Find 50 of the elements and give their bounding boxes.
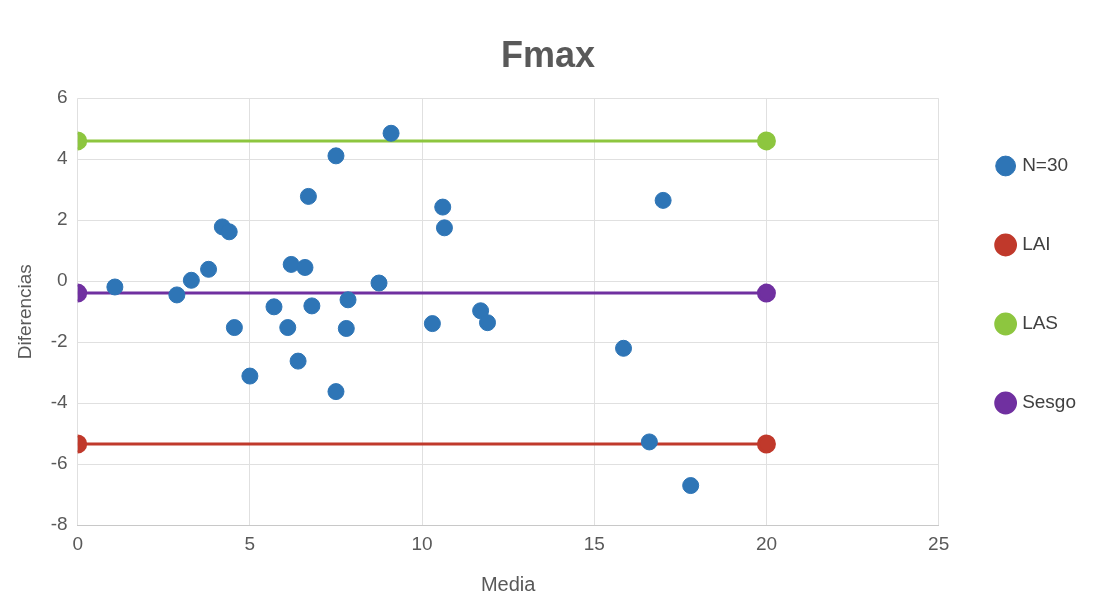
x-tick-label: 15 — [583, 532, 605, 554]
point — [472, 302, 490, 320]
x-tick-label: 10 — [411, 532, 433, 554]
legend-label: LAI — [1022, 233, 1051, 255]
point — [615, 339, 633, 357]
point — [640, 433, 658, 451]
point — [370, 274, 388, 292]
x-tick-label: 5 — [244, 532, 256, 554]
point — [382, 124, 400, 142]
point — [299, 187, 317, 205]
point — [654, 191, 672, 209]
point — [220, 223, 238, 241]
point — [296, 258, 314, 276]
legend-label: LAS — [1022, 312, 1059, 334]
point — [327, 147, 345, 165]
x-tick-label: 0 — [72, 532, 83, 554]
point — [282, 255, 300, 273]
y-tick-label: -4 — [50, 391, 69, 413]
chart-title: Fmax — [500, 33, 596, 75]
point — [225, 319, 243, 337]
y-tick-label: 6 — [57, 86, 68, 108]
point — [200, 260, 218, 278]
point — [106, 278, 124, 296]
point — [303, 297, 321, 315]
point — [479, 314, 496, 332]
y-tick-label: 0 — [57, 269, 68, 291]
point — [182, 271, 200, 289]
y-tick-label: 4 — [57, 147, 69, 169]
legend-label: Sesgo — [1022, 391, 1076, 413]
point — [241, 367, 259, 385]
point — [434, 198, 452, 216]
legend-label: N=30 — [1022, 154, 1069, 176]
x-tick-label: 20 — [755, 532, 778, 554]
y-tick-label: -6 — [50, 452, 68, 474]
point — [327, 383, 345, 401]
point — [339, 291, 357, 309]
y-tick-label: -8 — [50, 513, 68, 535]
y-tick-label: 2 — [57, 208, 68, 230]
point — [168, 286, 186, 304]
point — [279, 319, 297, 337]
point — [423, 315, 441, 333]
point — [337, 319, 355, 337]
y-tick-label: -2 — [50, 330, 68, 352]
x-axis-title: Media — [480, 572, 537, 595]
point — [289, 352, 307, 370]
y-axis-title: Diferencias — [13, 264, 35, 360]
x-tick-label: 25 — [928, 532, 950, 554]
point — [265, 298, 283, 316]
point — [435, 219, 453, 237]
point — [682, 477, 700, 495]
